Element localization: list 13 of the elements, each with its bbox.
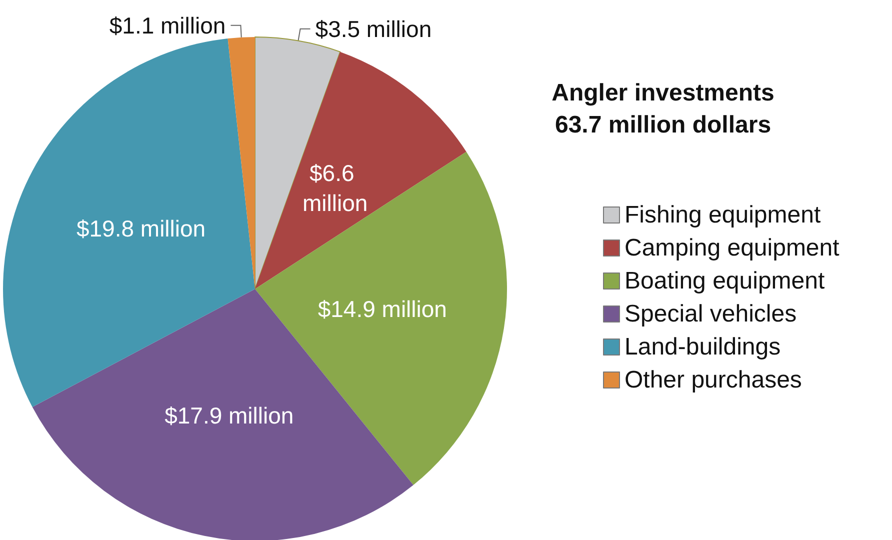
data-label: $17.9 million <box>164 402 294 428</box>
legend-label: Fishing equipment <box>624 202 821 228</box>
text: Angler investments 63.7 million dollars <box>552 80 774 138</box>
data-label: $1.1 million <box>109 12 226 38</box>
data-label: $19.8 million <box>76 216 206 242</box>
data-label: $6.6 million <box>302 160 368 216</box>
legend-label: Boating equipment <box>624 268 825 294</box>
legend-label: Camping equipment <box>624 234 840 262</box>
data-label: $3.5 million <box>315 16 432 42</box>
legend-label: Other purchases <box>624 366 802 394</box>
legend-label: Land-buildings <box>624 334 781 360</box>
data-label: $14.9 million <box>318 296 447 322</box>
legend-label: Special vehicles <box>624 300 797 328</box>
